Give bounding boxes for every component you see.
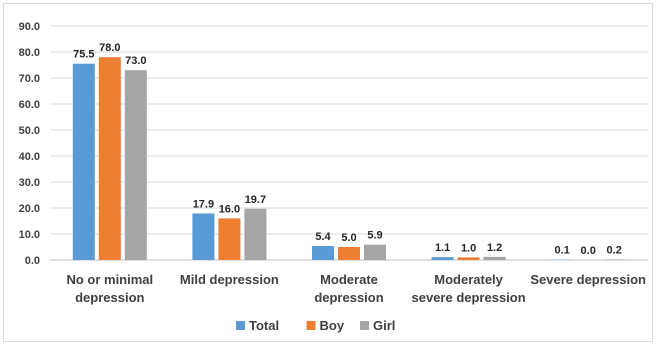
bar-total [312,245,334,260]
category-label: Mild depression [180,272,279,287]
category-label: No or minimal depression [66,272,153,305]
data-labels: 75.5 78.0 73.0 17.9 16.0 19.7 5.4 5.0 5.9 1.1 1.0 1… [73,42,622,257]
y-tick-label: 60.0 [19,99,40,111]
category-label-line: No or minimal [66,272,153,287]
data-label: 73.0 [125,55,146,67]
data-label: 19.7 [245,194,266,206]
data-label: 16.0 [219,203,240,215]
category-label: Moderate depression [314,272,383,305]
legend-swatch-total [236,321,245,330]
bars [72,57,626,261]
data-label: 5.4 [315,231,331,243]
data-label: 1.0 [461,242,476,254]
bar-girl [603,259,626,260]
y-tick-label: 80.0 [19,47,40,59]
bar-girl [124,70,147,260]
data-label: 78.0 [99,42,120,54]
bar-total [192,213,215,260]
data-label: 5.9 [367,230,382,242]
category-label: Moderately severe depression [412,272,526,305]
bar-boy [457,257,480,260]
bar-boy [338,247,360,260]
data-label: 1.1 [435,242,450,254]
legend: Total Boy Girl [236,318,395,333]
legend-swatch-boy [306,321,316,330]
data-label: 75.5 [73,49,94,61]
bar-girl [483,256,506,260]
x-axis-categories: No or minimal depression Mild depression Mo… [66,272,646,305]
y-tick-label: 50.0 [19,125,40,137]
bar-girl [364,244,386,260]
legend-label-girl: Girl [373,318,395,333]
data-label: 0.0 [581,245,596,257]
data-label: 5.0 [341,232,356,244]
legend-label-boy: Boy [320,318,345,333]
y-tick-label: 20.0 [19,203,40,215]
bar-boy [218,218,241,260]
category-label: Severe depression [530,272,646,287]
category-label-line: depression [75,290,144,305]
data-label: 0.1 [555,245,570,257]
data-label: 17.9 [193,198,214,210]
bar-total [431,257,454,260]
data-label: 1.2 [487,242,502,254]
y-axis-ticks: 0.0 10.0 20.0 30.0 40.0 50.0 60.0 70.0 80.0 90.0 [19,21,40,267]
y-tick-label: 30.0 [19,177,40,189]
gridlines [50,25,648,261]
category-label-line: severe depression [412,290,526,305]
legend-label-total: Total [249,318,279,333]
category-label-line: Moderately [434,272,503,287]
category-label-line: depression [314,290,383,305]
category-label-line: Moderate [320,272,378,287]
bar-total [72,63,95,261]
y-tick-label: 40.0 [19,151,40,163]
y-tick-label: 90.0 [19,21,40,33]
y-tick-label: 10.0 [19,229,40,241]
y-tick-label: 70.0 [19,73,40,85]
category-label-line: Mild depression [180,272,279,287]
bar-girl [244,208,267,260]
bar-boy [98,57,121,261]
data-label: 0.2 [607,244,622,256]
legend-swatch-girl [360,321,369,330]
category-label-line: Severe depression [530,272,646,287]
y-tick-label: 0.0 [25,255,40,267]
